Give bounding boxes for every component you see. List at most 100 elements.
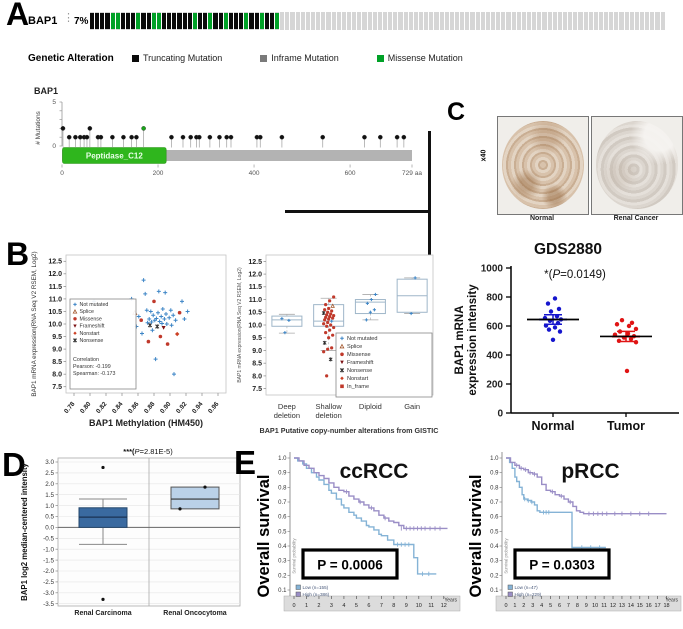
oncoprint-sample: [645, 12, 650, 30]
oncoprint-sample-altered: [192, 12, 197, 30]
oncoprint-sample: [573, 12, 578, 30]
oncoprint-sample-altered: [172, 12, 177, 30]
svg-text:11.5: 11.5: [249, 284, 262, 291]
oncoprint-sample: [336, 12, 341, 30]
svg-text:18: 18: [663, 603, 669, 609]
svg-text:0: 0: [60, 170, 64, 177]
oncoprint-sample: [352, 12, 357, 30]
oncoprint-sample-altered: [105, 12, 110, 30]
oncoprint-sample-altered: [223, 12, 228, 30]
svg-text:0.86: 0.86: [127, 400, 141, 414]
oncoprint-sample-altered: [131, 12, 136, 30]
svg-text:200: 200: [153, 170, 164, 177]
svg-text:Survival probability: Survival probability: [504, 538, 509, 574]
svg-text:-1.5: -1.5: [43, 557, 54, 564]
oncoprint-sample: [449, 12, 454, 30]
svg-text:11: 11: [601, 603, 607, 609]
svg-text:BAP1 mRNA expression(RNA Seq V: BAP1 mRNA expression(RNA Seq V2 RSEM, Lo…: [237, 267, 243, 383]
oncoprint-sample-altered: [197, 12, 203, 30]
svg-text:0.94: 0.94: [191, 400, 205, 414]
oncoprint-sample: [516, 12, 521, 30]
oncoprint-sample-altered: [239, 12, 244, 30]
oncoprint-sample-altered: [249, 12, 254, 30]
oncoprint-sample: [285, 12, 290, 30]
svg-text:Gain: Gain: [404, 402, 420, 411]
svg-text:1000: 1000: [481, 264, 504, 275]
svg-text:ccRCC: ccRCC: [340, 460, 409, 483]
oncoprint-sample: [311, 12, 316, 30]
panel-a-label: A: [6, 0, 30, 32]
svg-text:deletion: deletion: [316, 411, 342, 420]
svg-text:0.96: 0.96: [207, 400, 221, 414]
svg-text:2: 2: [317, 603, 320, 609]
svg-text:0.9: 0.9: [490, 471, 499, 477]
oncoprint-sample-altered: [141, 12, 146, 30]
oncoprint-sample-altered: [218, 12, 223, 30]
oncoprint-sample: [660, 12, 665, 30]
svg-text:BAP1 mRNAexpression intensity: BAP1 mRNAexpression intensity: [454, 284, 479, 396]
svg-text:0.1: 0.1: [490, 588, 499, 594]
oncoprint-sample: [578, 12, 583, 30]
lollipop-mutation-chart: BAP1 # Mutations 0 5 Peptidase_C12 0 200 400 600…: [34, 86, 422, 177]
km-ccrcc-chart: Overall survival 1.0 0.9 0.8 0.7 0.6 0.5 0.4 0.3…: [255, 452, 461, 612]
svg-text:9.0: 9.0: [52, 346, 62, 353]
svg-text:Overall survival: Overall survival: [255, 475, 273, 598]
svg-text:0.5: 0.5: [490, 529, 499, 535]
svg-text:Normal: Normal: [531, 419, 574, 433]
oncoprint-sample: [434, 12, 439, 30]
svg-text:12.0: 12.0: [248, 271, 262, 278]
svg-text:Frameshift: Frameshift: [347, 360, 374, 366]
svg-text:BAP1 Methylation (HM450): BAP1 Methylation (HM450): [89, 418, 203, 428]
svg-text:0.0: 0.0: [45, 525, 54, 532]
oncoprint-sample: [650, 12, 655, 30]
ihc-cancer-caption: Renal Cancer: [613, 215, 659, 222]
svg-text:0.88: 0.88: [143, 400, 157, 414]
oncoprint-sample: [326, 12, 331, 30]
svg-text:-3.5: -3.5: [43, 601, 54, 608]
svg-text:Survival probability: Survival probability: [292, 538, 297, 574]
oncoprint-sample-altered: [208, 12, 213, 30]
svg-text:11.0: 11.0: [49, 296, 62, 303]
oncoprint-sample: [547, 12, 552, 30]
oncoprint-sample-altered: [203, 12, 208, 30]
svg-text:0.8: 0.8: [490, 485, 499, 491]
svg-text:Nonsense: Nonsense: [80, 338, 104, 344]
svg-text:15: 15: [637, 603, 643, 609]
tissue-section-normal: [502, 121, 584, 209]
svg-text:9.5: 9.5: [252, 335, 262, 342]
svg-text:High (n=229): High (n=229): [515, 592, 542, 597]
svg-text:7.5: 7.5: [252, 386, 262, 393]
oncoprint-sample: [408, 12, 413, 30]
oncoprint-sample: [568, 12, 573, 30]
oncoprint-sample: [465, 12, 470, 30]
svg-text:11.0: 11.0: [249, 297, 262, 304]
oncomine-boxplot-chart: 3.0 2.5 2.0 1.5 1.0 0.5 0.0 -0.5 -1.0 -1.5 -2.0 -2.…: [20, 447, 241, 617]
oncoprint-sample: [280, 12, 285, 30]
oncoprint-gene-label: BAP1: [28, 15, 58, 27]
svg-text:Tumor: Tumor: [607, 419, 645, 433]
svg-text:3: 3: [330, 603, 333, 609]
oncoprint-sample: [321, 12, 326, 30]
oncoprint-sample: [609, 12, 614, 30]
svg-text:1: 1: [513, 603, 516, 609]
svg-text:12.0: 12.0: [48, 271, 62, 278]
legend-item: Truncating Mutation: [132, 53, 222, 63]
svg-text:7.5: 7.5: [52, 384, 62, 391]
gistic-copy-number-chart: 7.5 8.0 8.5 9.0 9.5 10.0 10.5 11.0 11.5 12.0 12.5 N…: [237, 254, 438, 435]
svg-text:10.5: 10.5: [48, 309, 62, 316]
svg-text:4: 4: [342, 603, 345, 609]
oncoprint-sample: [557, 12, 562, 30]
svg-text:0.84: 0.84: [111, 400, 125, 414]
oncoprint-sample: [480, 12, 485, 30]
svg-text:7: 7: [380, 603, 383, 609]
oncoprint-sample-altered: [259, 12, 264, 30]
oncoprint-sample: [383, 12, 388, 30]
svg-text:2.5: 2.5: [45, 470, 54, 477]
oncoprint-sample: [403, 12, 408, 30]
oncoprint-sample: [490, 12, 496, 30]
oncoprint-sample-altered: [167, 12, 172, 30]
svg-text:9.0: 9.0: [252, 348, 262, 355]
oncoprint-sample: [583, 12, 588, 30]
oncoprint-sample: [388, 12, 393, 30]
